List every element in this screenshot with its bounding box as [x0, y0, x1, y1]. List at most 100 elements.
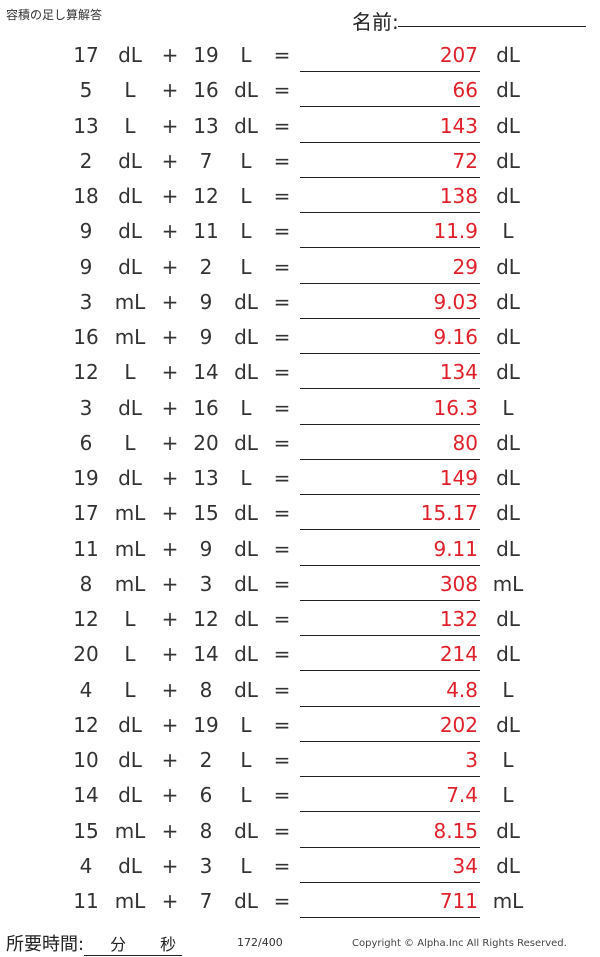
- answer-unit: dL: [496, 360, 520, 385]
- first-quantity: 3: [79, 289, 93, 314]
- answer-line[interactable]: [300, 141, 480, 143]
- second-unit: dL: [234, 430, 258, 455]
- second-unit: L: [240, 184, 252, 208]
- answer-unit: dL: [496, 43, 520, 67]
- plus-sign: +: [161, 78, 179, 103]
- second-unit: dL: [234, 642, 258, 667]
- first-quantity: 11: [73, 536, 99, 561]
- equals-sign: =: [273, 466, 291, 490]
- first-unit: L: [124, 430, 136, 455]
- answer-line[interactable]: [300, 353, 480, 354]
- problem-row: 3 mL +9 dL = 9.03 dL: [0, 285, 600, 320]
- problem-row: 12 L +14 dL = 134 dL: [0, 355, 600, 390]
- first-unit: dL: [118, 43, 142, 67]
- answer-line[interactable]: [300, 423, 480, 425]
- answer-line[interactable]: [300, 635, 480, 636]
- second-unit: L: [240, 783, 252, 808]
- problem-row: 4 L +8 dL = 4.8 L: [0, 673, 600, 708]
- plus-sign: +: [161, 325, 179, 349]
- answer-unit: dL: [496, 113, 520, 138]
- equals-sign: =: [273, 571, 291, 596]
- plus-sign: +: [161, 430, 179, 455]
- answer-unit: L: [502, 748, 514, 772]
- answer-line[interactable]: [300, 529, 480, 531]
- answer-line[interactable]: [300, 705, 480, 707]
- problem-row: 10 dL +2 L = 3 L: [0, 743, 600, 778]
- answer-unit: dL: [496, 607, 520, 631]
- answer-value: 16.3: [433, 395, 478, 420]
- plus-sign: +: [161, 184, 179, 208]
- answer-line[interactable]: [300, 846, 480, 848]
- equals-sign: =: [273, 184, 291, 208]
- answer-value: 34: [452, 853, 478, 878]
- answer-unit: dL: [496, 430, 520, 455]
- answer-line[interactable]: [300, 599, 480, 601]
- answer-line[interactable]: [300, 71, 480, 72]
- equals-sign: =: [273, 642, 291, 667]
- answer-unit: dL: [496, 78, 520, 103]
- answer-value: 214: [439, 642, 478, 667]
- first-quantity: 20: [73, 642, 99, 667]
- answer-line[interactable]: [300, 282, 480, 284]
- answer-value: 29: [452, 254, 478, 279]
- second-unit: dL: [234, 607, 258, 631]
- plus-sign: +: [161, 677, 179, 702]
- answer-value: 11.9: [433, 219, 478, 244]
- equals-sign: =: [273, 501, 291, 526]
- answer-line[interactable]: [300, 564, 480, 566]
- equals-sign: =: [273, 889, 291, 913]
- answer-line[interactable]: [300, 740, 480, 742]
- second-quantity: 7: [199, 889, 213, 913]
- answer-value: 9.03: [433, 289, 478, 314]
- first-unit: mL: [114, 325, 146, 349]
- answer-line[interactable]: [300, 317, 480, 319]
- problem-row: 11 mL +7 dL = 711 mL: [0, 884, 600, 919]
- second-quantity: 7: [199, 148, 213, 173]
- first-unit: L: [124, 78, 136, 103]
- first-quantity: 2: [79, 148, 93, 173]
- answer-line[interactable]: [300, 458, 480, 460]
- first-unit: dL: [118, 184, 142, 208]
- answer-unit: dL: [496, 501, 520, 526]
- answer-unit: dL: [496, 184, 520, 208]
- second-unit: dL: [234, 536, 258, 561]
- first-unit: dL: [118, 783, 142, 808]
- first-quantity: 17: [73, 43, 99, 67]
- plus-sign: +: [161, 254, 179, 279]
- problem-row: 20 L +14 dL = 214 dL: [0, 637, 600, 672]
- first-unit: dL: [118, 712, 142, 737]
- answer-unit: L: [502, 677, 514, 702]
- first-quantity: 4: [79, 853, 93, 878]
- answer-line[interactable]: [300, 388, 480, 390]
- answer-value: 66: [452, 78, 478, 103]
- problem-row: 13 L +13 dL = 143 dL: [0, 109, 600, 144]
- first-unit: mL: [114, 501, 146, 526]
- first-unit: L: [124, 677, 136, 702]
- first-unit: mL: [114, 889, 146, 913]
- answer-unit: dL: [496, 818, 520, 843]
- answer-unit: dL: [496, 642, 520, 667]
- answer-line[interactable]: [300, 670, 480, 672]
- second-unit: L: [240, 466, 252, 490]
- equals-sign: =: [273, 783, 291, 808]
- answer-line[interactable]: [300, 776, 480, 777]
- answer-line[interactable]: [300, 811, 480, 813]
- first-quantity: 6: [79, 430, 93, 455]
- name-field-line[interactable]: [398, 26, 586, 27]
- answer-line[interactable]: [300, 176, 480, 178]
- second-quantity: 14: [193, 360, 219, 385]
- answer-line[interactable]: [300, 917, 480, 918]
- problem-row: 17 dL +19 L = 207 dL: [0, 38, 600, 73]
- answer-line[interactable]: [300, 247, 480, 249]
- worksheet-title: 容積の足し算解答: [6, 8, 103, 22]
- time-field-line[interactable]: 分秒: [84, 935, 183, 956]
- first-unit: L: [124, 113, 136, 138]
- answer-line[interactable]: [300, 212, 480, 213]
- answer-line[interactable]: [300, 106, 480, 108]
- plus-sign: +: [161, 289, 179, 314]
- first-quantity: 14: [73, 783, 99, 808]
- equals-sign: =: [273, 748, 291, 772]
- answer-line[interactable]: [300, 881, 480, 883]
- answer-line[interactable]: [300, 494, 480, 495]
- answer-value: 138: [439, 184, 478, 208]
